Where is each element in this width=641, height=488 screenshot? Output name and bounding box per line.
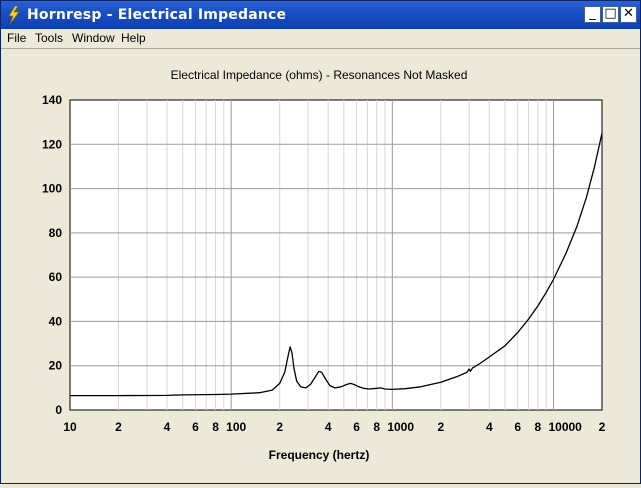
minimize-button[interactable]: _ [584,6,601,23]
x-tick-label: 2 [599,420,606,434]
x-tick-label: 8 [535,420,542,434]
impedance-curve [70,133,603,397]
grid-lines [70,100,602,410]
y-tick-label: 120 [42,137,62,151]
y-tick-label: 0 [55,403,62,417]
x-tick-label: 1000 [387,420,414,434]
chart-title: Electrical Impedance (ohms) - Resonances… [171,68,468,82]
x-axis-ticks: 10 2 4 6 8 100 2 4 6 8 1000 2 4 6 8 10000 2 [63,420,605,434]
y-tick-label: 40 [49,314,63,328]
x-tick-label: 4 [164,420,171,434]
menu-window[interactable]: Window [72,31,115,45]
y-tick-label: 60 [49,270,63,284]
impedance-chart: Electrical Impedance (ohms) - Resonances… [42,68,606,462]
x-tick-label: 10 [63,420,77,434]
menu-file[interactable]: File [7,31,27,45]
x-tick-label: 2 [276,420,283,434]
menu-tools[interactable]: Tools [35,31,64,45]
x-tick-label: 10000 [548,420,582,434]
menu-bar: File Tools Window Help [1,29,640,49]
y-tick-label: 100 [42,182,62,196]
y-tick-label: 20 [49,359,63,373]
x-tick-label: 4 [325,420,332,434]
y-tick-label: 140 [42,93,62,107]
maximize-button[interactable]: □ [602,6,619,23]
close-button[interactable]: ✕ [620,6,637,23]
y-tick-label: 80 [49,226,63,240]
series-group [70,133,603,397]
title-bar[interactable]: Hornresp - Electrical Impedance _ □ ✕ [1,1,640,29]
x-tick-label: 6 [353,420,360,434]
x-tick-label: 4 [486,420,493,434]
x-axis-label: Frequency (hertz) [269,448,370,462]
window-title: Hornresp - Electrical Impedance [27,7,287,23]
x-tick-label: 8 [212,420,219,434]
plot-background [69,99,603,411]
x-tick-label: 2 [115,420,122,434]
chart-area: Electrical Impedance (ohms) - Resonances… [1,49,640,483]
hornresp-lightning-icon [8,6,20,24]
x-tick-label: 6 [192,420,199,434]
x-tick-label: 8 [373,420,380,434]
y-axis-ticks: 0 20 40 60 80 100 120 140 [42,93,62,417]
x-tick-label: 100 [226,420,246,434]
x-tick-label: 6 [514,420,521,434]
menu-help[interactable]: Help [121,31,146,45]
x-tick-label: 2 [437,420,444,434]
